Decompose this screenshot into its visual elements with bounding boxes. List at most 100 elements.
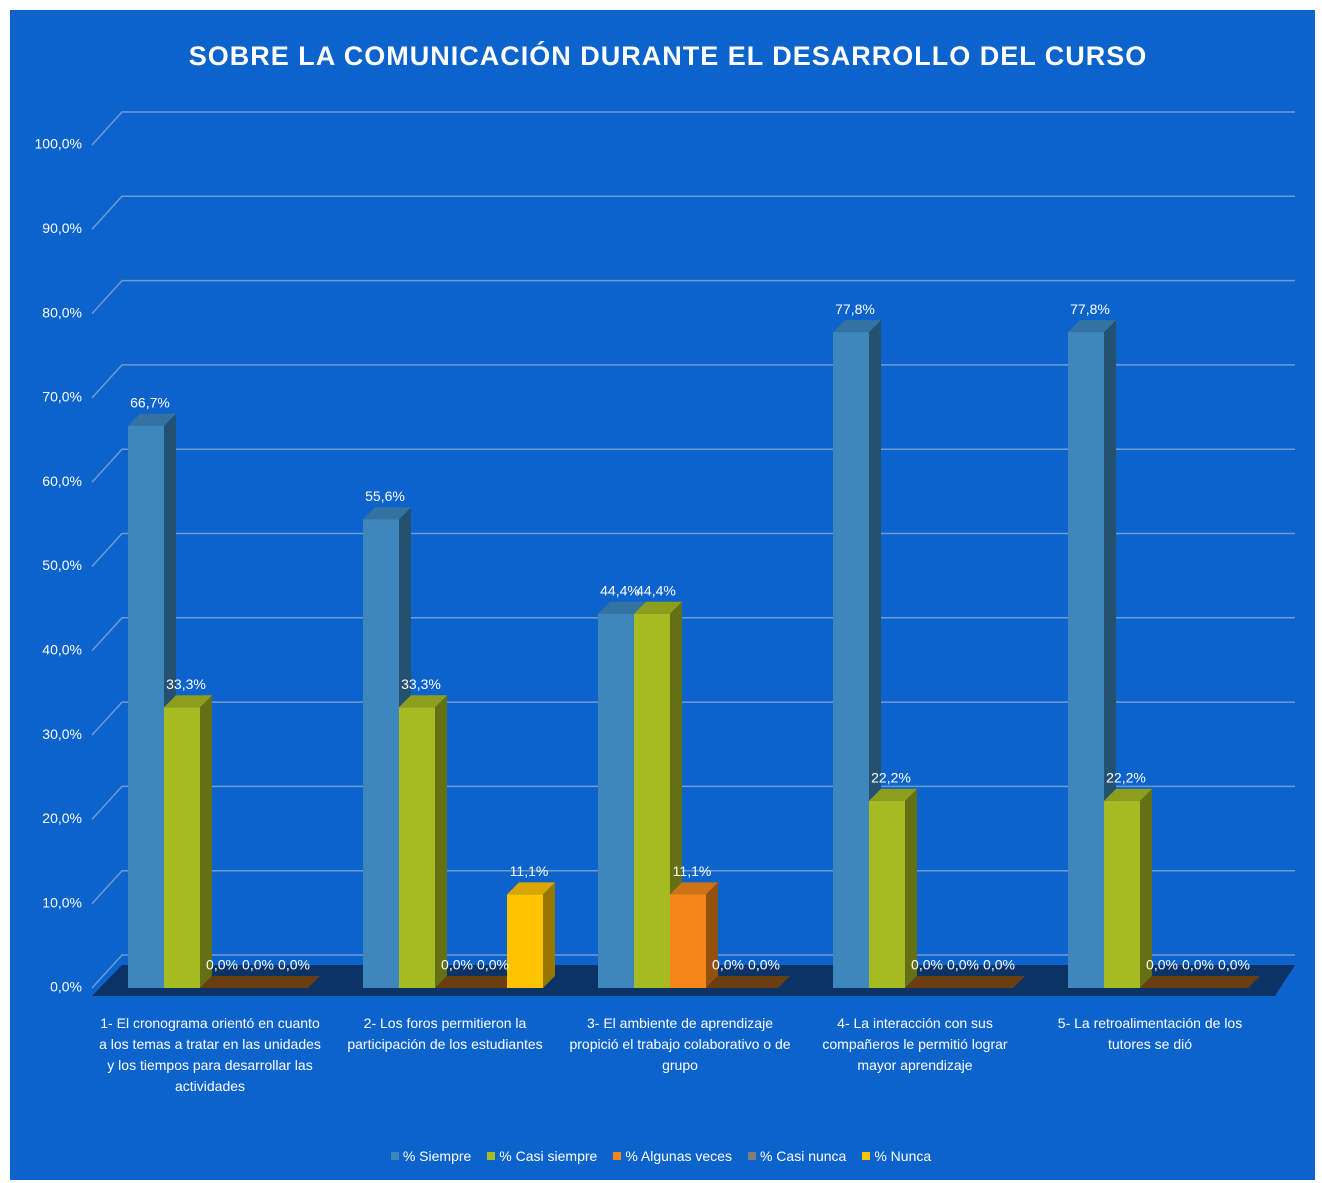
bar: [598, 613, 634, 988]
grid-line: [91, 701, 1295, 736]
data-label: 0,0%: [441, 957, 473, 973]
bar-side: [1140, 788, 1152, 988]
y-tick-label: 60,0%: [42, 473, 82, 489]
bar-top: [272, 976, 320, 988]
bar-top: [941, 976, 989, 988]
legend-label: % Algunas veces: [625, 1148, 732, 1164]
bar-top: [869, 788, 917, 801]
data-label: 0,0%: [911, 957, 943, 973]
bar-side: [435, 695, 447, 988]
legend-label: % Nunca: [874, 1148, 932, 1164]
bar-top: [670, 882, 718, 895]
y-tick-label: 10,0%: [42, 894, 82, 910]
data-label: 0,0%: [278, 957, 310, 973]
legend-item: % Casi nunca: [747, 1148, 847, 1164]
bar: [164, 707, 200, 988]
y-tick-label: 30,0%: [42, 726, 82, 742]
legend-swatch: [747, 1152, 756, 1160]
x-tick-label: 1- El cronograma orientó en cuanto a los…: [99, 1015, 321, 1094]
grid-line: [91, 617, 1295, 652]
grid-line: [91, 785, 1295, 820]
bar: [128, 425, 164, 988]
y-tick-label: 40,0%: [42, 642, 82, 658]
bar: [634, 613, 670, 988]
legend-swatch: [613, 1152, 622, 1160]
bar-top: [236, 976, 284, 988]
legend-swatch: [390, 1152, 399, 1160]
y-tick-label: 90,0%: [42, 220, 82, 236]
bar: [869, 800, 905, 988]
data-label: 0,0%: [206, 957, 238, 973]
bar: [670, 894, 706, 988]
bar-top: [128, 413, 176, 426]
legend-swatch: [862, 1152, 871, 1160]
bar-top: [507, 882, 555, 895]
data-label: 0,0%: [477, 957, 509, 973]
data-label: 77,8%: [835, 301, 875, 317]
bar-top: [706, 976, 754, 988]
data-label: 0,0%: [712, 957, 744, 973]
data-label: 66,7%: [130, 394, 170, 410]
y-tick-label: 80,0%: [42, 304, 82, 320]
grid-line: [91, 532, 1295, 568]
data-label: 0,0%: [748, 957, 780, 973]
legend-item: % Nunca: [862, 1148, 931, 1164]
bar: [363, 519, 399, 988]
bar-top: [1104, 788, 1152, 801]
data-label: 77,8%: [1070, 301, 1110, 317]
bar-side: [706, 882, 718, 988]
legend-item: % Algunas veces: [613, 1148, 732, 1164]
data-label: 55,6%: [365, 488, 405, 504]
data-label: 44,4%: [600, 582, 640, 598]
grid-line: [91, 195, 1295, 230]
y-tick-label: 100,0%: [35, 136, 82, 152]
data-label: 33,3%: [166, 676, 206, 692]
bar-top: [435, 976, 483, 988]
legend-label: % Casi nunca: [759, 1148, 847, 1164]
bar-top: [200, 976, 248, 988]
legend-label: % Casi siempre: [499, 1148, 598, 1164]
bar: [507, 894, 543, 988]
bar-top: [1140, 976, 1188, 988]
data-label: 0,0%: [242, 957, 274, 973]
legend-item: % Siempre: [390, 1148, 472, 1164]
grid-line: [91, 448, 1295, 483]
grid-line: [91, 111, 1295, 146]
grid-line: [91, 279, 1295, 315]
grid-line: [91, 364, 1295, 399]
bar-top: [1176, 976, 1224, 988]
y-tick-label: 20,0%: [42, 810, 82, 826]
data-label: 0,0%: [1218, 957, 1250, 973]
bar-top: [598, 601, 646, 614]
bar-side: [543, 882, 555, 988]
chart-title: SOBRE LA COMUNICACIÓN DURANTE EL DESARRO…: [189, 40, 1148, 71]
bar: [1104, 800, 1140, 988]
bar-side: [200, 695, 212, 988]
legend-swatch: [487, 1152, 496, 1160]
x-tick-label: 2- Los foros permitieron la participació…: [347, 1015, 543, 1052]
data-label: 44,4%: [636, 582, 676, 598]
data-label: 0,0%: [1182, 957, 1214, 973]
bar-top: [399, 695, 447, 708]
data-label: 11,1%: [510, 863, 549, 879]
bar-top: [1068, 320, 1116, 333]
data-label: 0,0%: [983, 957, 1015, 973]
bar-top: [742, 976, 790, 988]
data-label: 0,0%: [947, 957, 979, 973]
data-label: 22,2%: [1106, 770, 1146, 786]
data-label: 11,1%: [673, 863, 712, 879]
bar-top: [977, 976, 1025, 988]
bar-top: [363, 507, 411, 520]
data-label: 22,2%: [871, 770, 911, 786]
legend-label: % Siempre: [402, 1148, 472, 1164]
legend-item: % Casi siempre: [487, 1148, 597, 1164]
x-tick-label: 4- La interacción con sus compañeros le …: [822, 1015, 1008, 1073]
bar-top: [833, 320, 881, 333]
bar: [1068, 332, 1104, 988]
bar: [399, 707, 435, 988]
x-tick-label: 3- El ambiente de aprendizaje propició e…: [569, 1015, 791, 1073]
x-tick-label: 5- La retroalimentación de los tutores s…: [1057, 1015, 1243, 1052]
data-label: 33,3%: [401, 676, 441, 692]
